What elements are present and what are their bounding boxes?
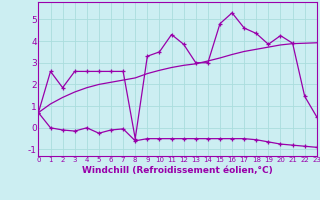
X-axis label: Windchill (Refroidissement éolien,°C): Windchill (Refroidissement éolien,°C) — [82, 166, 273, 175]
